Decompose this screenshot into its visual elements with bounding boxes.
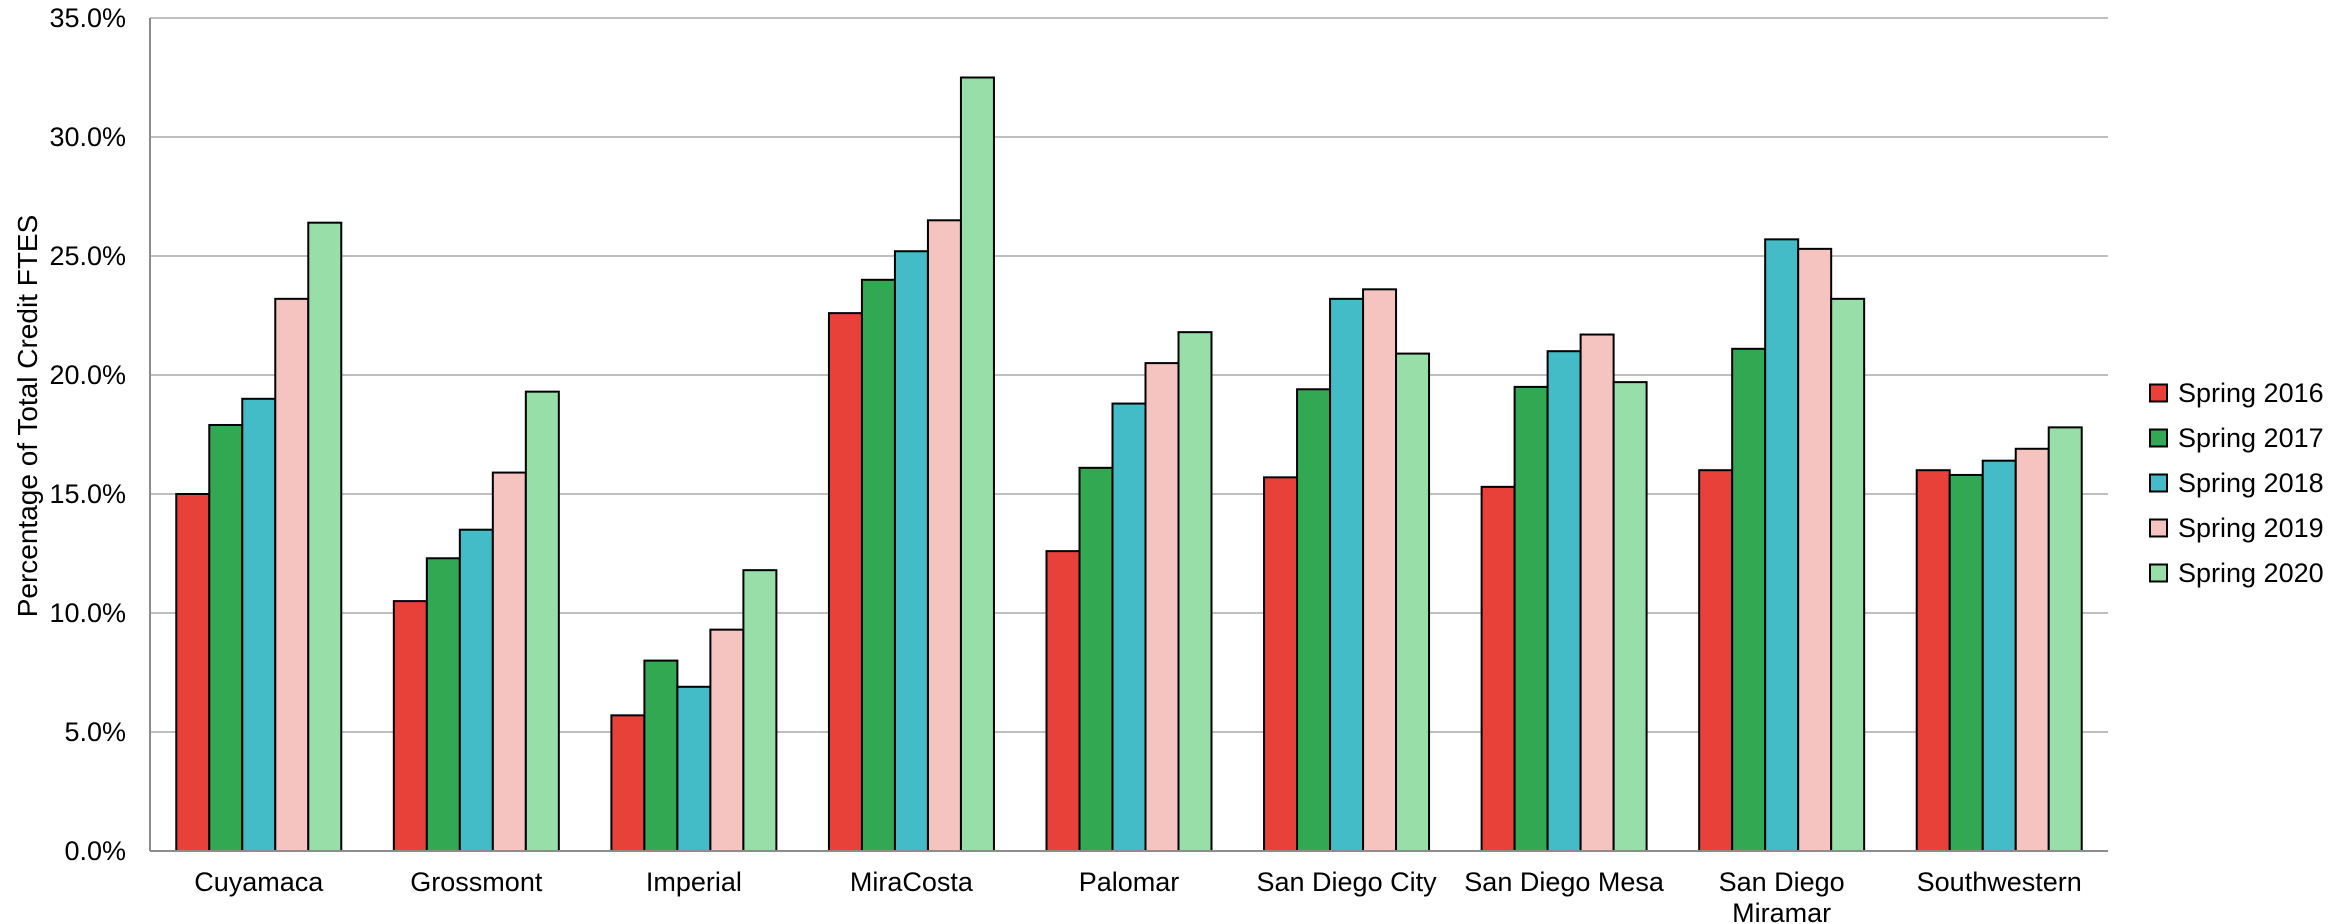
bar [860, 278, 896, 852]
bar [1329, 297, 1365, 852]
bar [1915, 469, 1951, 852]
y-tick-label: 5.0% [64, 717, 126, 747]
x-category-label: Cuyamaca [194, 867, 324, 897]
bar [1948, 473, 1984, 852]
x-category-label: MiraCosta [850, 867, 974, 897]
legend-swatch [2149, 428, 2168, 448]
bar [425, 557, 461, 852]
y-tick-label: 30.0% [49, 122, 126, 152]
bar [175, 493, 211, 852]
bar [1177, 331, 1213, 853]
legend-swatch [2149, 563, 2168, 583]
x-category-label: San Diego [1719, 867, 1845, 897]
bar [1830, 297, 1866, 852]
bar [1263, 476, 1299, 852]
legend-label: Spring 2019 [2178, 513, 2324, 543]
y-tick-label: 25.0% [49, 241, 126, 271]
bar [2014, 447, 2050, 852]
bar [1579, 333, 1615, 853]
bar [491, 471, 527, 852]
bar [524, 390, 560, 852]
bar [1045, 550, 1081, 852]
legend-swatch [2149, 383, 2168, 403]
bar [1764, 238, 1800, 852]
x-category-label: Grossmont [410, 867, 543, 897]
y-tick-label: 20.0% [49, 360, 126, 390]
bar [274, 297, 310, 852]
bar [1144, 362, 1180, 852]
bar [1296, 388, 1332, 852]
y-tick-label: 10.0% [49, 598, 126, 628]
bar [1513, 385, 1549, 852]
x-category-label: San Diego Mesa [1464, 867, 1665, 897]
x-category-label: Miramar [1732, 898, 1831, 924]
y-tick-label: 15.0% [49, 479, 126, 509]
legend-label: Spring 2017 [2178, 423, 2324, 453]
y-tick-label: 35.0% [49, 3, 126, 33]
bar [676, 685, 712, 853]
bar [742, 569, 778, 852]
bar [1395, 352, 1431, 852]
x-category-label: San Diego City [1257, 867, 1438, 897]
x-axis-category-labels: Cuyamaca Grossmont Imperial MiraCosta Paloma… [194, 867, 2082, 924]
bar [893, 250, 929, 853]
bar [1480, 485, 1516, 852]
bar [827, 312, 863, 852]
x-category-label: Southwestern [1917, 867, 2082, 897]
bar [959, 76, 995, 852]
bar [241, 397, 277, 852]
bar [1981, 459, 2017, 852]
x-category-label: Palomar [1079, 867, 1180, 897]
bar [1546, 350, 1582, 852]
bar [208, 423, 244, 852]
bars [175, 76, 2083, 853]
bar [307, 221, 343, 852]
axes [149, 18, 2108, 852]
bar [1698, 469, 1734, 852]
legend-swatch [2149, 473, 2168, 493]
bar [926, 219, 962, 853]
bar [1078, 466, 1114, 852]
legend-swatch [2149, 518, 2168, 538]
bar [1612, 381, 1648, 852]
bar [610, 714, 646, 853]
bar [1731, 347, 1767, 852]
bar [392, 600, 428, 852]
bar [709, 628, 745, 852]
legend: Spring 2016 Spring 2017 Spring 2018 Spring … [2149, 378, 2324, 588]
bar [2047, 426, 2083, 852]
bar [1362, 288, 1398, 852]
legend-label: Spring 2016 [2178, 378, 2324, 408]
bar [1797, 247, 1833, 853]
x-category-label: Imperial [646, 867, 742, 897]
legend-label: Spring 2020 [2178, 558, 2324, 588]
bar [458, 528, 494, 852]
bar [1111, 402, 1147, 852]
bar [643, 659, 679, 852]
legend-label: Spring 2018 [2178, 468, 2324, 498]
y-tick-label: 0.0% [64, 836, 126, 866]
y-axis-title: Percentage of Total Credit FTES [12, 215, 43, 618]
y-axis-tick-labels: 0.0% 5.0% 10.0% 15.0% 20.0% 25.0% 30.0% 35.0% [49, 3, 126, 866]
